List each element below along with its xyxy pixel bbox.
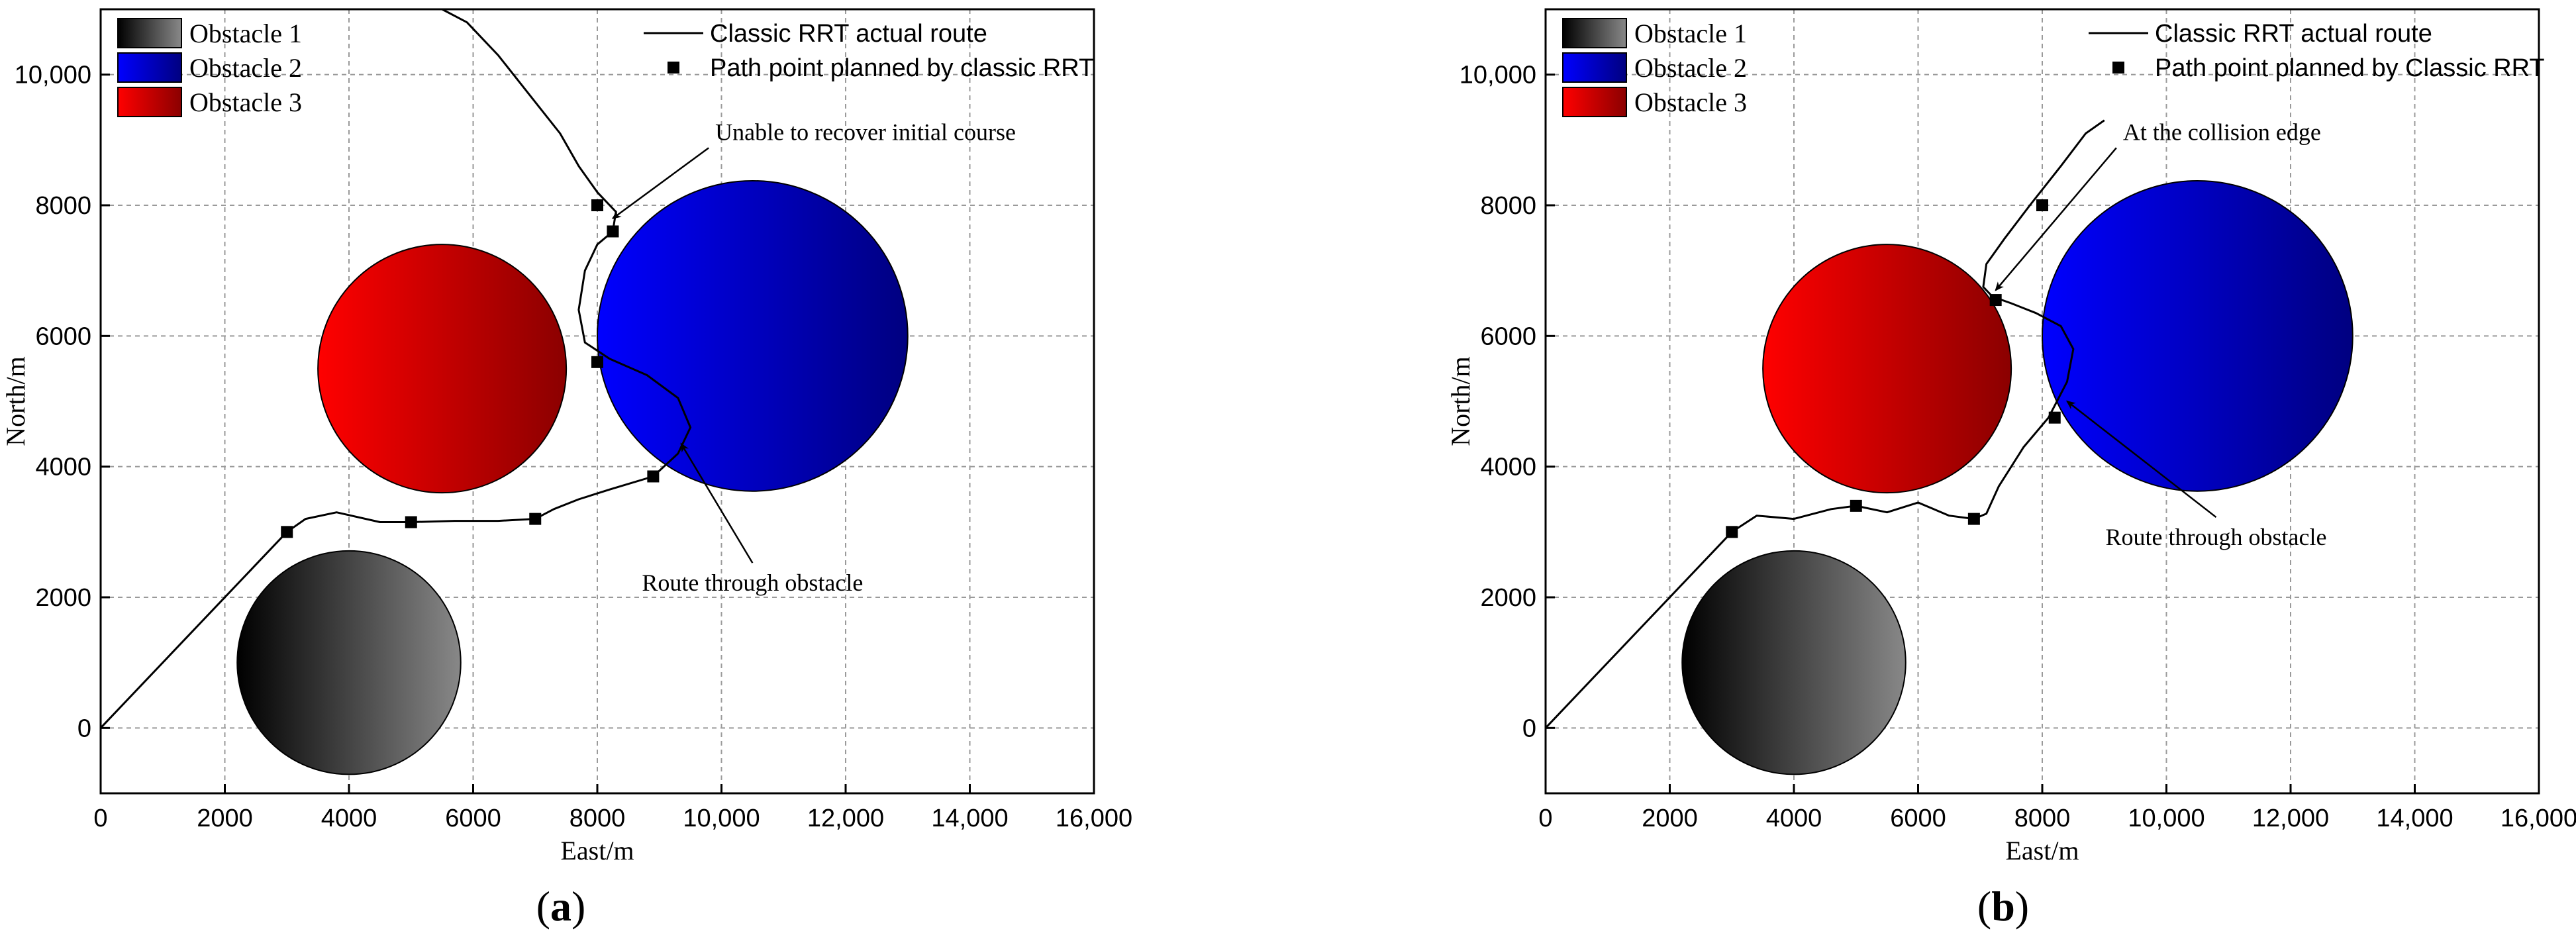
legend-swatch-path-point: [668, 62, 679, 74]
y-tick-label: 8000: [35, 192, 91, 220]
path-point-marker: [281, 526, 293, 538]
panel-label-letter: b: [1991, 883, 2015, 930]
obstacle-3: [317, 244, 568, 494]
y-tick-label: 4000: [1480, 454, 1536, 481]
annotation-text: Route through obstacle: [2106, 524, 2327, 550]
x-tick-label: 16,000: [2501, 805, 2576, 832]
y-axis-label: North/m: [1446, 356, 1475, 446]
legend-label-obstacle-1: Obstacle 1: [1634, 19, 1747, 48]
path-point-marker: [647, 470, 660, 483]
path-point-marker: [607, 225, 619, 238]
x-tick-label: 16,000: [1056, 805, 1132, 832]
y-tick-label: 6000: [1480, 322, 1536, 350]
legend-swatch-obstacle-1: [1562, 18, 1627, 48]
y-tick-label: 0: [77, 715, 91, 742]
x-tick-label: 4000: [321, 805, 377, 832]
obstacle-2: [2042, 179, 2353, 492]
obstacle-2: [597, 179, 909, 492]
legend-label-path-point: Path point planned by Classic RRT: [2155, 54, 2545, 82]
x-tick-label: 12,000: [807, 805, 884, 832]
path-point-marker: [405, 516, 417, 528]
panel-b: At the collision edge Route through obsta…: [1446, 8, 2576, 930]
legend-label-obstacle-2: Obstacle 2: [189, 53, 302, 83]
x-tick-label: 14,000: [2376, 805, 2453, 832]
path-point-marker: [1726, 526, 1738, 538]
path-point-marker: [1989, 294, 2002, 307]
x-tick-label: 14,000: [931, 805, 1008, 832]
panel-label-close: ): [2015, 883, 2029, 930]
y-tick-label: 8000: [1480, 192, 1536, 220]
obstacle-3: [1762, 244, 2012, 494]
path-point-marker: [1967, 513, 1980, 525]
x-tick-label: 2000: [1642, 805, 1698, 832]
annotation-arrow: [611, 147, 709, 219]
legend-swatch-obstacle-3: [1562, 87, 1627, 117]
legend-swatch-path-point: [2112, 62, 2124, 74]
y-tick-label: 2000: [1480, 584, 1536, 612]
annotation-arrow: [680, 442, 754, 564]
path-point-marker: [591, 199, 603, 211]
x-tick-label: 8000: [2014, 805, 2071, 832]
x-tick-label: 0: [1538, 805, 1552, 832]
legend-label-obstacle-3: Obstacle 3: [189, 87, 302, 117]
y-axis-label: North/m: [1, 356, 30, 446]
x-tick-label: 10,000: [2128, 805, 2204, 832]
y-tick-label: 10,000: [1460, 62, 1536, 89]
legend-label-obstacle-1: Obstacle 1: [189, 19, 302, 48]
panel-label-open: (: [1977, 883, 1991, 930]
annotation-text: Route through obstacle: [642, 569, 863, 596]
legend-swatch-obstacle-3: [117, 87, 182, 117]
path-point-marker: [2036, 199, 2048, 211]
x-axis-label: East/m: [2005, 836, 2079, 865]
legend-label-path-point: Path point planned by classic RRT: [710, 54, 1094, 82]
x-tick-label: 0: [93, 805, 107, 832]
y-tick-label: 6000: [35, 322, 91, 350]
x-axis-label: East/m: [560, 836, 634, 865]
obstacle-1: [236, 550, 462, 775]
x-tick-label: 4000: [1766, 805, 1822, 832]
legend-swatch-obstacle-1: [117, 18, 182, 48]
x-tick-label: 8000: [570, 805, 626, 832]
legend-label-route: Classic RRT actual route: [710, 20, 987, 48]
annotation-arrow: [2065, 400, 2217, 518]
x-tick-label: 6000: [445, 805, 501, 832]
route-line: [1544, 119, 2105, 729]
panel-label: (b): [1977, 883, 2029, 930]
panel-label-close: ): [571, 883, 585, 930]
path-point-marker: [529, 513, 542, 525]
path-point-marker: [2048, 411, 2061, 424]
panel-label: (a): [536, 883, 586, 930]
panel-a: Unable to recover initial course Route th…: [1, 8, 1132, 930]
y-tick-label: 4000: [35, 454, 91, 481]
x-tick-label: 12,000: [2252, 805, 2329, 832]
annotation-text: Unable to recover initial course: [715, 119, 1016, 145]
annotation-text: At the collision edge: [2123, 119, 2321, 145]
x-tick-label: 2000: [197, 805, 253, 832]
panel-label-letter: a: [550, 883, 571, 930]
x-tick-label: 10,000: [683, 805, 760, 832]
panel-label-open: (: [536, 883, 550, 930]
y-tick-label: 2000: [35, 584, 91, 612]
legend-label-obstacle-2: Obstacle 2: [1634, 53, 1747, 83]
obstacle-1: [1681, 550, 1907, 775]
legend-label-route: Classic RRT actual route: [2155, 20, 2432, 48]
x-tick-label: 6000: [1890, 805, 1946, 832]
legend-swatch-obstacle-2: [117, 52, 182, 83]
legend-swatch-obstacle-2: [1562, 52, 1627, 83]
path-point-marker: [591, 356, 603, 368]
annotation-arrow: [1995, 147, 2117, 291]
legend-label-obstacle-3: Obstacle 3: [1634, 87, 1747, 117]
path-point-marker: [1850, 499, 1862, 512]
y-tick-label: 0: [1522, 715, 1536, 742]
y-tick-label: 10,000: [15, 62, 91, 89]
